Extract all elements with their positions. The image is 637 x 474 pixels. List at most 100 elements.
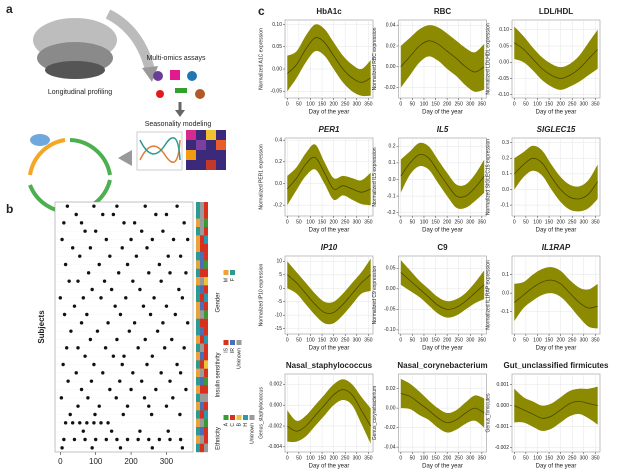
y-tick-label: 0.2 <box>389 144 396 150</box>
visit-dot <box>59 296 62 299</box>
visit-dot <box>64 421 67 424</box>
visit-dot <box>149 313 152 316</box>
visit-dot <box>80 388 83 391</box>
annotation-cell <box>200 344 204 353</box>
annotation-cell <box>200 294 204 303</box>
annotation-cell <box>200 202 204 211</box>
y-tick-label: -0.10 <box>498 92 510 98</box>
annotation-cell <box>204 285 208 294</box>
annotation-cell <box>204 369 208 378</box>
x-axis-label: Day of the year <box>309 464 350 470</box>
panel-label: a <box>6 2 13 16</box>
visit-dot <box>119 446 122 449</box>
y-tick-label: 0.4 <box>275 137 282 143</box>
x-tick-label: 100 <box>306 337 315 343</box>
x-tick-label: 150 <box>318 101 327 107</box>
x-tick-label: 200 <box>443 101 452 107</box>
x-tick-label: 0 <box>399 101 402 107</box>
legend-label: M <box>223 278 229 282</box>
y-axis-label: Normalized RBC expression <box>372 27 378 90</box>
visit-dot <box>140 379 143 382</box>
y-tick-label: 0.001 <box>496 382 509 388</box>
visit-dot <box>110 288 113 291</box>
annotation-cell <box>204 385 208 394</box>
y-axis-label: Normalized A1C expression <box>258 28 264 90</box>
visit-dot <box>167 429 170 432</box>
visit-dot <box>122 413 125 416</box>
annotation-cell <box>196 277 200 286</box>
x-tick-label: 350 <box>364 219 373 225</box>
visit-dot <box>115 338 118 341</box>
y-tick-label: 0.1 <box>389 160 396 166</box>
annotation-cell <box>196 360 200 369</box>
visit-dot <box>73 304 76 307</box>
y-tick-label: 5 <box>279 272 282 278</box>
y-tick-label: -0.1 <box>500 309 509 315</box>
x-axis-label: Day of the year <box>309 346 350 352</box>
x-tick-label: 200 <box>556 455 565 461</box>
visit-dot <box>90 288 93 291</box>
x-tick-label: 150 <box>318 337 327 343</box>
visit-dot <box>182 221 185 224</box>
visit-dot <box>94 438 97 441</box>
annotation-cell <box>204 219 208 228</box>
y-axis-label: Normalized C9 expression <box>372 265 378 324</box>
x-axis-label: Day of the year <box>536 110 577 116</box>
legend-title: Ethnicity <box>216 427 222 450</box>
visit-dot <box>80 221 83 224</box>
visit-dot <box>121 246 124 249</box>
annotation-cell <box>196 352 200 361</box>
visit-dot <box>159 371 162 374</box>
x-tick-label: 150 <box>431 219 440 225</box>
annotation-cell <box>200 377 204 386</box>
visit-dot <box>82 296 85 299</box>
visit-dot <box>151 238 154 241</box>
visit-dot <box>93 413 96 416</box>
visit-dot <box>119 313 122 316</box>
visit-dot <box>158 438 161 441</box>
visit-dot <box>126 404 129 407</box>
visit-dot <box>76 346 79 349</box>
x-tick-label: 350 <box>591 101 600 107</box>
x-tick-label: 0 <box>286 455 289 461</box>
season-cycle <box>70 140 110 175</box>
annotation-cell <box>196 302 200 311</box>
x-tick-label: 150 <box>431 455 440 461</box>
visit-dot <box>143 396 146 399</box>
visit-dot <box>113 304 116 307</box>
y-tick-label: 0.0 <box>502 187 509 193</box>
x-tick-label: 0 <box>286 337 289 343</box>
y-tick-label: -5 <box>278 299 283 305</box>
visit-dot <box>122 221 125 224</box>
visit-dot <box>184 271 187 274</box>
x-tick-label: 250 <box>455 219 464 225</box>
y-tick-label: -0.1 <box>387 193 396 199</box>
x-tick-label: 100 <box>306 101 315 107</box>
y-axis-label: Genus_staphylococcus <box>258 387 264 439</box>
annotation-cell <box>200 327 204 336</box>
x-tick-label: 50 <box>410 101 416 107</box>
x-tick-label: 250 <box>341 219 350 225</box>
visit-dot <box>73 438 76 441</box>
legend-swatch <box>250 415 255 420</box>
x-tick-label: 200 <box>443 337 452 343</box>
y-tick-label: 0.05 <box>272 44 282 50</box>
annotation-cell <box>200 369 204 378</box>
y-tick-label: 0.2 <box>275 159 282 165</box>
x-tick-label: 300 <box>466 101 475 107</box>
visit-dot <box>145 246 148 249</box>
x-tick-label: 250 <box>568 101 577 107</box>
visit-dot <box>181 296 184 299</box>
visit-dot <box>178 413 181 416</box>
x-tick-label: 0 <box>286 101 289 107</box>
visit-dot <box>66 379 69 382</box>
annotation-cell <box>200 352 204 361</box>
y-tick-label: 0.0 <box>389 177 396 183</box>
y-tick-label: 0.002 <box>269 382 282 388</box>
visit-dot <box>136 438 139 441</box>
annotation-cell <box>196 410 200 419</box>
panel-label: c <box>258 4 265 18</box>
visit-dot <box>78 421 81 424</box>
x-tick-label: 100 <box>420 219 429 225</box>
y-tick-label: -0.002 <box>268 423 282 429</box>
